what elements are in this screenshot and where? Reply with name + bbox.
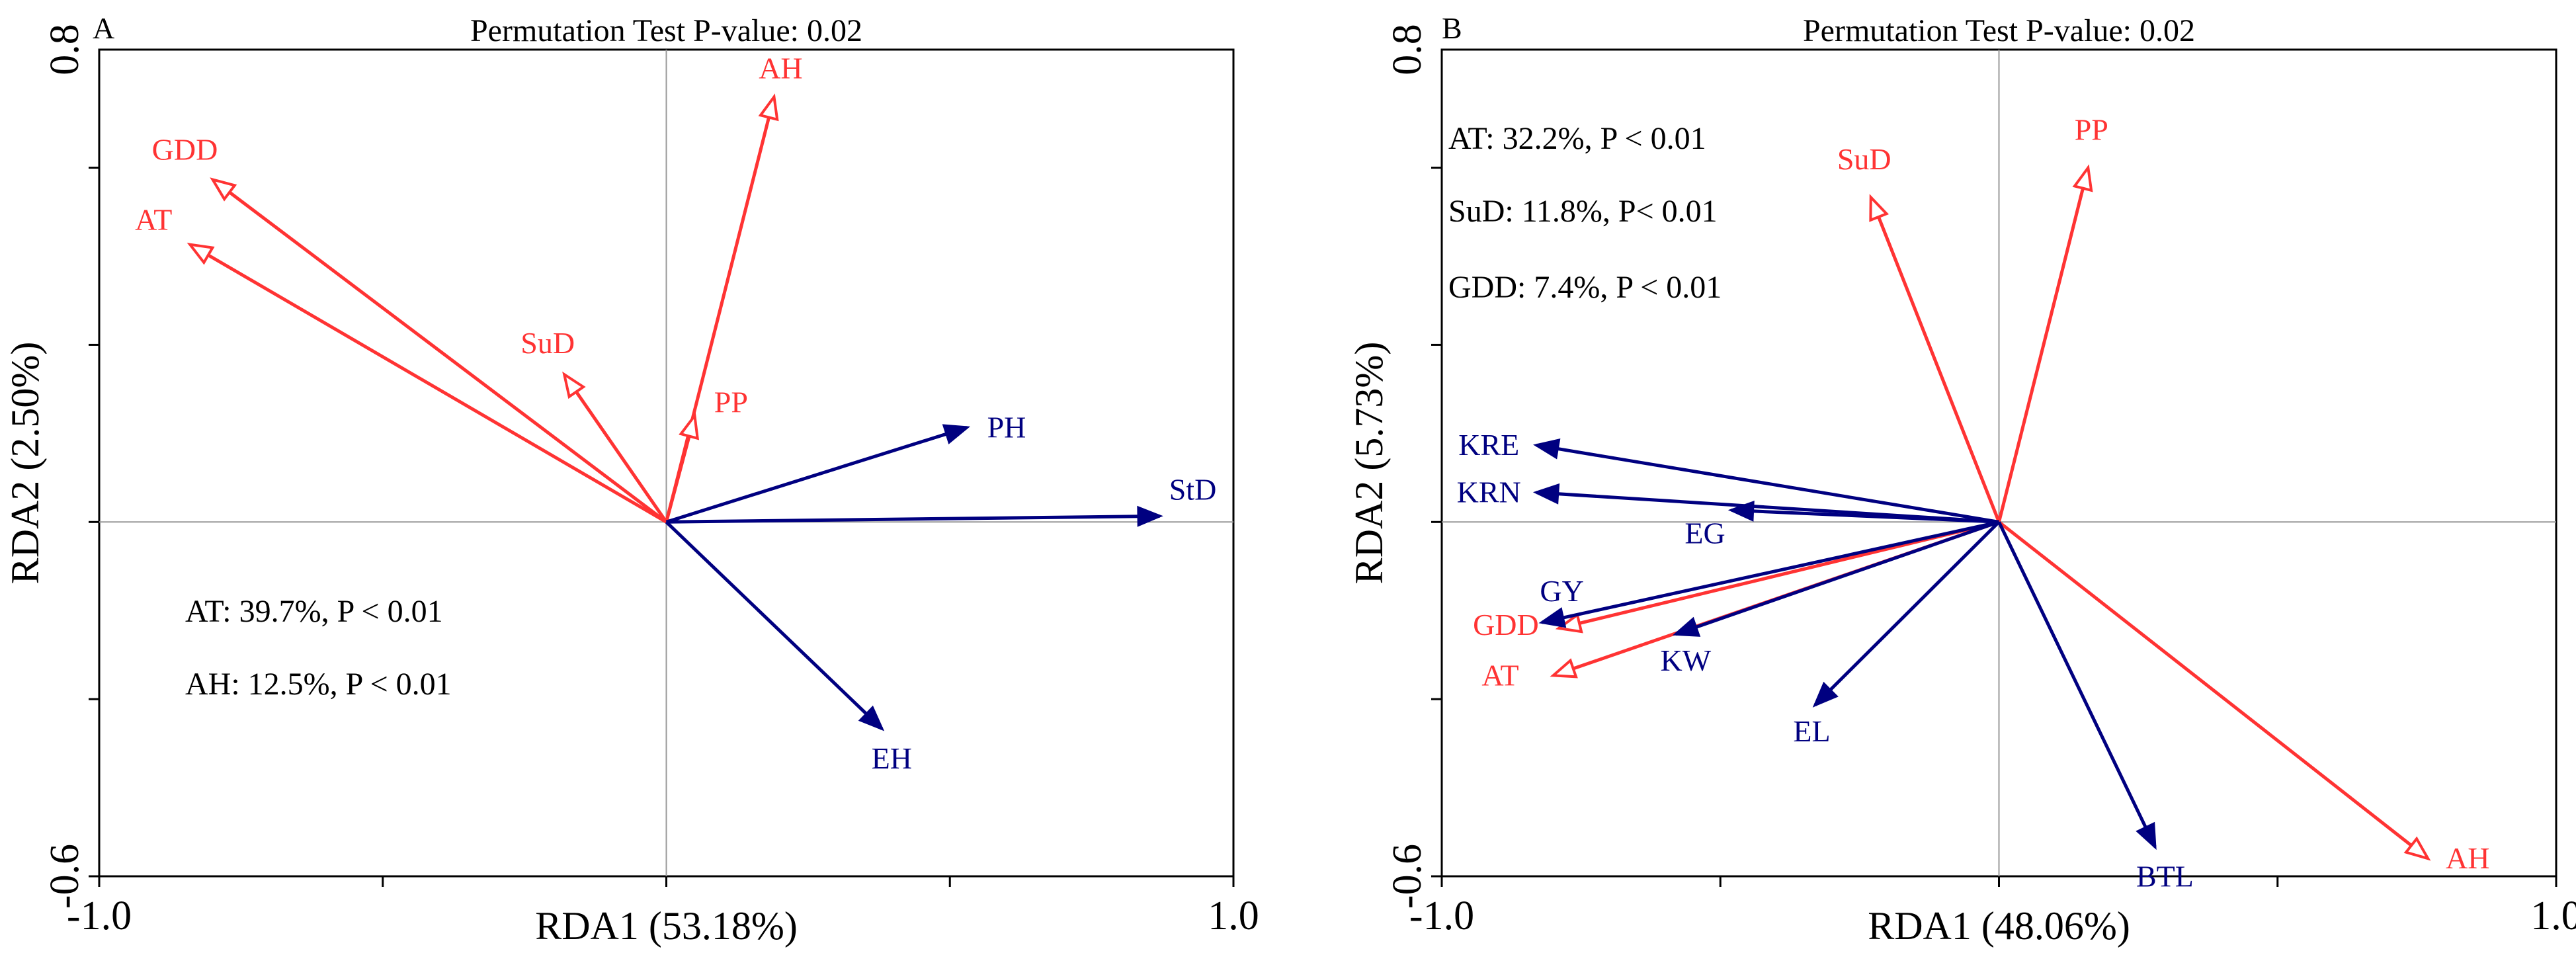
arrow-kre: KRE	[1458, 428, 1999, 524]
arrow-shaft	[1877, 216, 2001, 523]
arrow-gdd: GDD	[152, 132, 668, 524]
arrow-shaft	[1997, 187, 2085, 522]
arrow-ah: AH	[1997, 520, 2489, 875]
arrow-label-eh: EH	[872, 741, 912, 775]
x-axis-label: RDA1 (48.06%)	[1868, 904, 2130, 948]
arrow-head	[858, 705, 885, 731]
arrow-shaft	[1997, 520, 2413, 847]
arrow-at: AT	[135, 203, 667, 524]
arrow-label-kre: KRE	[1458, 428, 1519, 462]
arrow-head	[210, 177, 237, 202]
x-tick-label: 1.0	[2530, 893, 2576, 938]
arrow-label-std: StD	[1169, 472, 1217, 506]
arrow-sud: SuD	[1837, 142, 2001, 523]
arrow-head	[942, 424, 971, 444]
arrow-eg: EG	[1684, 500, 1999, 550]
arrow-sud: SuD	[520, 326, 668, 523]
arrow-shaft	[575, 390, 668, 523]
arrow-head	[187, 242, 215, 265]
arrow-head	[1869, 194, 1890, 222]
arrow-label-at: AT	[135, 203, 172, 237]
x-axis-label: RDA1 (53.18%)	[535, 904, 798, 948]
arrow-label-sud: SuD	[1837, 142, 1891, 176]
arrow-head	[2403, 836, 2431, 861]
arrow-head	[2072, 164, 2093, 192]
arrow-shaft	[1731, 508, 1999, 524]
y-tick-label: -0.6	[1385, 844, 1430, 909]
arrow-head	[758, 93, 779, 122]
arrow-btl: BTL	[1997, 521, 2194, 893]
arrow-shaft	[1542, 520, 2000, 624]
arrow-label-gdd: GDD	[1473, 608, 1539, 642]
arrow-label-gdd: GDD	[152, 132, 218, 166]
panel-a: -1.0 1.0 -0.6 0.8 RDA1 (53.18%) RDA2 (2.50%) P…	[3, 11, 1259, 948]
arrow-krn: KRN	[1457, 476, 1999, 524]
arrow-shaft	[1536, 443, 1999, 524]
arrow-shaft	[665, 520, 884, 730]
arrow-pp: PP	[665, 386, 748, 522]
arrow-head	[1727, 500, 1755, 522]
arrow-shaft	[666, 514, 1160, 524]
y-tick-label: -0.6	[42, 844, 87, 909]
arrow-kw: KW	[1661, 520, 2000, 677]
arrow-shaft	[1997, 521, 2157, 848]
arrow-label-sud: SuD	[520, 326, 575, 360]
arrow-label-gy: GY	[1540, 574, 1583, 608]
x-tick-label: -1.0	[67, 893, 132, 938]
arrow-label-krn: KRN	[1457, 476, 1521, 509]
arrow-shaft	[665, 435, 691, 522]
arrow-shaft	[207, 253, 667, 524]
arrow-head	[1672, 616, 1701, 637]
annotation: AT: 39.7%, P < 0.01	[185, 594, 443, 629]
y-tick-label: 0.8	[42, 24, 87, 75]
arrow-label-eg: EG	[1684, 516, 1725, 550]
arrow-label-at: AT	[1481, 658, 1518, 692]
arrow-std: StD	[666, 472, 1217, 527]
arrow-label-ah: AH	[759, 51, 802, 85]
arrow-eh: EH	[665, 520, 912, 775]
arrow-head	[1532, 438, 1561, 460]
panel-letter: B	[1442, 11, 1462, 45]
arrow-head	[1137, 505, 1163, 527]
x-tick-label: 1.0	[1208, 893, 1259, 938]
arrow-label-btl: BTL	[2136, 859, 2194, 893]
annotation: AT: 32.2%, P < 0.01	[1448, 121, 1706, 156]
chart-title: Permutation Test P-value: 0.02	[470, 13, 862, 48]
arrow-shaft	[228, 190, 668, 524]
arrow-gy: GY	[1538, 520, 2000, 628]
arrow-label-pp: PP	[714, 386, 748, 419]
arrow-el: EL	[1793, 520, 2001, 748]
arrow-head	[1538, 607, 1567, 628]
arrow-label-el: EL	[1793, 714, 1830, 748]
x-tick-label: -1.0	[1409, 893, 1474, 938]
arrow-ph: PH	[665, 410, 1026, 524]
arrow-shaft	[665, 426, 968, 524]
arrow-label-ph: PH	[987, 410, 1026, 444]
arrow-head	[679, 412, 700, 440]
arrow-pp: PP	[1997, 113, 2108, 522]
panel-b: -1.0 1.0 -0.6 0.8 RDA1 (48.06%) RDA2 (5.73%) P…	[1347, 11, 2576, 948]
annotation: SuD: 11.8%, P< 0.01	[1448, 194, 1718, 229]
chart-title: Permutation Test P-value: 0.02	[1803, 13, 2195, 48]
y-tick-label: 0.8	[1385, 24, 1430, 75]
arrow-label-kw: KW	[1661, 643, 1712, 677]
arrow-head	[1550, 658, 1578, 679]
arrow-head	[2136, 821, 2157, 850]
arrow-shaft	[1813, 520, 2001, 706]
annotation: GDD: 7.4%, P < 0.01	[1448, 270, 1722, 305]
panel-letter: A	[93, 11, 114, 45]
arrow-head	[1812, 681, 1839, 708]
annotation: AH: 12.5%, P < 0.01	[185, 667, 452, 702]
y-axis-label: RDA2 (5.73%)	[1347, 342, 1391, 585]
y-axis-label: RDA2 (2.50%)	[3, 342, 47, 585]
arrow-head	[1532, 483, 1560, 505]
arrow-head	[562, 371, 586, 399]
arrow-label-pp: PP	[2075, 113, 2108, 147]
arrow-shaft	[1675, 520, 2000, 636]
arrow-label-ah: AH	[2446, 841, 2489, 875]
